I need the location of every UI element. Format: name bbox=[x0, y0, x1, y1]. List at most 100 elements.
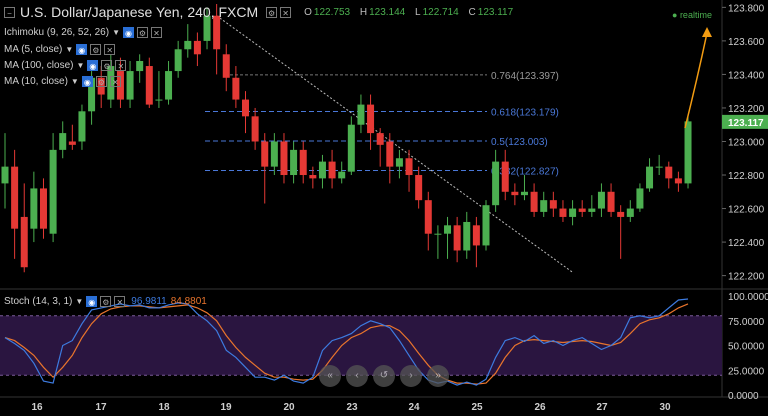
gear-icon[interactable]: ⚙ bbox=[136, 26, 148, 38]
chevron-down-icon[interactable]: ▼ bbox=[76, 60, 85, 70]
eye-icon[interactable]: ◉ bbox=[86, 296, 98, 307]
candle-body bbox=[684, 121, 692, 184]
candle-body bbox=[299, 149, 307, 176]
candle-body bbox=[155, 99, 163, 101]
candle-body bbox=[482, 205, 490, 246]
time-tick-label: 18 bbox=[158, 402, 170, 413]
candle-body bbox=[588, 208, 596, 212]
gear-icon[interactable]: ⚙ bbox=[90, 43, 102, 55]
gear-icon[interactable]: ⚙ bbox=[266, 6, 278, 18]
candle-body bbox=[655, 166, 663, 168]
price-tick-label: 122.400 bbox=[728, 238, 765, 249]
indicator-ma10[interactable]: MA (10, close) ▼ ◉ ⚙ ✕ bbox=[4, 73, 121, 89]
candle-body bbox=[636, 188, 644, 209]
candle-body bbox=[626, 208, 634, 217]
close-icon[interactable]: ✕ bbox=[150, 26, 162, 38]
candle-body bbox=[357, 104, 365, 125]
candle-body bbox=[78, 111, 86, 142]
indicator-ichimoku[interactable]: Ichimoku (9, 26, 52, 26) ▼ ◉ ⚙ ✕ bbox=[4, 24, 162, 40]
scroll-to-end-button[interactable]: » bbox=[427, 365, 449, 387]
chevron-down-icon[interactable]: ▼ bbox=[112, 27, 120, 37]
scroll-forward-button[interactable]: › bbox=[400, 365, 422, 387]
candle-body bbox=[328, 161, 336, 179]
ohlc-value: 123.117 bbox=[477, 6, 514, 18]
gear-icon[interactable]: ⚙ bbox=[101, 59, 113, 71]
candle-body bbox=[242, 99, 249, 117]
close-icon[interactable]: ✕ bbox=[109, 75, 121, 87]
ohlc-key: O bbox=[304, 6, 312, 18]
candle-body bbox=[49, 149, 57, 234]
scroll-back-button[interactable]: ‹ bbox=[346, 365, 368, 387]
chevron-down-icon[interactable]: ▼ bbox=[65, 44, 74, 54]
stoch-k-line bbox=[4, 298, 689, 386]
candle-body bbox=[472, 225, 480, 246]
indicator-ma100[interactable]: MA (100, close) ▼ ◉ ⚙ ✕ bbox=[4, 57, 127, 73]
candle-body bbox=[530, 191, 538, 212]
eye-icon[interactable]: ◉ bbox=[122, 26, 134, 38]
candle-body bbox=[578, 208, 586, 212]
candle-body bbox=[174, 49, 182, 72]
time-tick-label: 23 bbox=[346, 402, 358, 413]
chevron-down-icon[interactable]: ▼ bbox=[70, 76, 79, 86]
close-icon[interactable]: ✕ bbox=[115, 59, 127, 71]
indicator-label: MA (100, close) bbox=[4, 59, 74, 71]
candle-body bbox=[88, 77, 96, 112]
time-tick-label: 17 bbox=[95, 402, 107, 413]
candle-body bbox=[559, 208, 567, 217]
gear-icon[interactable]: ⚙ bbox=[100, 296, 112, 307]
candle-body bbox=[203, 15, 211, 41]
price-tick-label: 123.000 bbox=[728, 137, 765, 148]
candle-body bbox=[68, 141, 76, 145]
candle-body bbox=[549, 200, 557, 209]
candle-body bbox=[309, 175, 317, 179]
candle-body bbox=[405, 158, 413, 176]
fib-level-label: 0.764(123.397) bbox=[491, 71, 559, 82]
close-icon[interactable]: ✕ bbox=[280, 6, 292, 18]
stoch-tick-label: 25.0000 bbox=[728, 366, 765, 377]
eye-icon[interactable]: ◉ bbox=[87, 59, 99, 71]
candle-body bbox=[290, 149, 298, 176]
candle-body bbox=[222, 54, 230, 78]
gear-icon[interactable]: ⚙ bbox=[95, 75, 107, 87]
stoch-tick-label: 75.0000 bbox=[728, 317, 765, 328]
time-tick-label: 20 bbox=[283, 402, 295, 413]
time-tick-label: 30 bbox=[659, 402, 671, 413]
candle-body bbox=[424, 200, 432, 234]
stoch-legend[interactable]: Stoch (14, 3, 1) ▼ ◉ ⚙ ✕ 96.9811 84.8801 bbox=[4, 296, 207, 307]
price-tick-label: 123.600 bbox=[728, 37, 765, 48]
ohlc-value: 123.144 bbox=[369, 6, 406, 18]
eye-icon[interactable]: ◉ bbox=[81, 75, 93, 87]
candle-body bbox=[251, 116, 259, 142]
price-tick-label: 122.200 bbox=[728, 272, 765, 283]
last-price-label: 123.117 bbox=[728, 118, 764, 129]
ohlc-values: O 122.753 H 123.144 L 122.714 C 123.117 bbox=[297, 7, 513, 18]
stoch-tick-label: 100.0000 bbox=[728, 292, 768, 303]
ohlc-key: L bbox=[415, 6, 421, 18]
fib-trendline bbox=[216, 15, 573, 273]
candle-body bbox=[145, 66, 153, 105]
close-icon[interactable]: ✕ bbox=[104, 43, 116, 55]
price-tick-label: 122.800 bbox=[728, 171, 765, 182]
candle-body bbox=[386, 141, 394, 167]
symbol-title[interactable]: U.S. Dollar/Japanese Yen, 240, FXCM bbox=[20, 4, 259, 20]
price-tick-label: 123.400 bbox=[728, 70, 765, 81]
time-tick-label: 25 bbox=[471, 402, 483, 413]
ohlc-key: H bbox=[359, 6, 368, 18]
close-icon[interactable]: ✕ bbox=[114, 296, 126, 307]
candle-body bbox=[30, 188, 38, 229]
last-price-marker bbox=[722, 114, 768, 129]
reset-chart-button[interactable]: ↺ bbox=[373, 365, 395, 387]
scroll-to-start-button[interactable]: « bbox=[319, 365, 341, 387]
indicator-ma5[interactable]: MA (5, close) ▼ ◉ ⚙ ✕ bbox=[4, 41, 116, 57]
price-tick-label: 122.600 bbox=[728, 205, 765, 216]
candle-body bbox=[20, 216, 28, 268]
indicator-label: Ichimoku (9, 26, 52, 26) bbox=[4, 26, 110, 38]
stoch-label: Stoch (14, 3, 1) bbox=[4, 296, 73, 307]
eye-icon[interactable]: ◉ bbox=[76, 43, 88, 55]
candle-body bbox=[347, 124, 355, 172]
chevron-down-icon[interactable]: ▼ bbox=[75, 297, 84, 306]
collapse-icon[interactable]: − bbox=[4, 6, 15, 18]
candle-body bbox=[492, 161, 500, 206]
ohlc-value: 122.714 bbox=[422, 6, 459, 18]
